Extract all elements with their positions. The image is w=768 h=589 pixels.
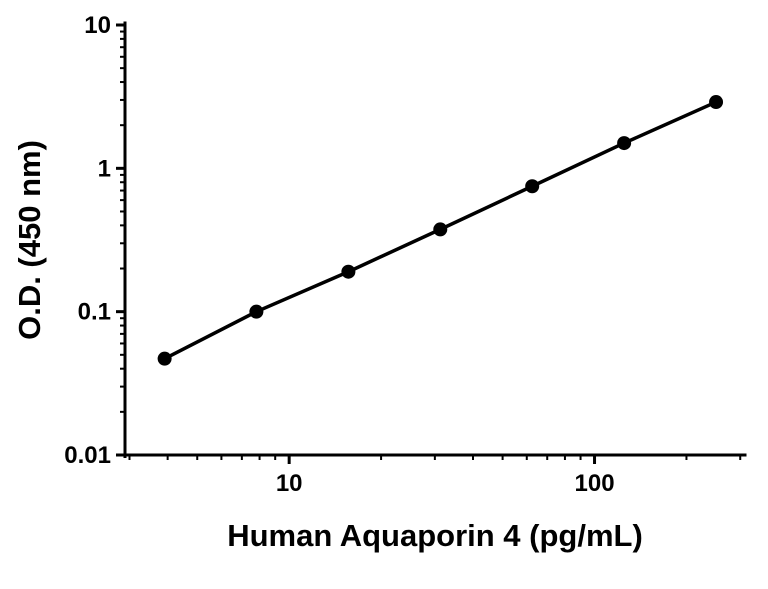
y-tick-label: 1 [98,155,111,182]
x-tick-label: 100 [575,470,615,497]
tick-labels-layer: 10 100 0.01 0.1 1 10 [64,12,614,497]
series-layer [157,95,724,366]
data-point [341,264,356,279]
y-axis-label: O.D. (450 nm) [12,140,47,340]
x-axis-label: Human Aquaporin 4 (pg/mL) [227,518,643,553]
y-tick-label: 0.1 [78,299,111,326]
data-point [709,95,724,110]
y-tick-label: 10 [84,12,111,39]
data-point [525,179,540,194]
x-tick-label: 10 [276,470,303,497]
ticks-layer [116,23,742,464]
y-tick-label: 0.01 [64,442,111,469]
data-point [433,222,448,237]
data-point [617,136,632,151]
data-point [249,304,264,319]
data-point [157,351,172,366]
